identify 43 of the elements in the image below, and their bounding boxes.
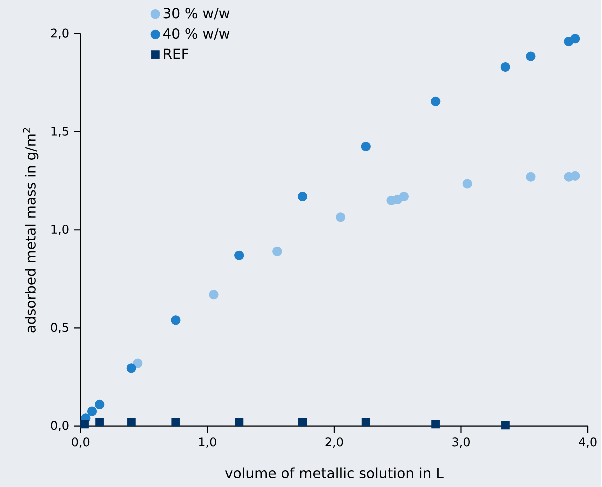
point (500, 62, 510, 72)
y-tick-label: 0,0 (51, 421, 69, 432)
point (336, 212, 346, 222)
y-tick-label: 2,0 (51, 28, 69, 39)
point (96, 418, 104, 427)
legend-label: 30 % w/w (164, 8, 230, 20)
point (462, 179, 472, 189)
x-tick-label: 0,0 (72, 438, 90, 448)
point (362, 418, 370, 427)
point (172, 418, 180, 427)
point (361, 142, 371, 152)
point (126, 364, 136, 374)
point (431, 96, 441, 106)
y-tick-label: 1,0 (52, 224, 69, 236)
point (80, 420, 89, 428)
point (209, 290, 219, 300)
x-tick-label: 2,0 (326, 438, 344, 448)
point (87, 406, 98, 416)
point (526, 52, 536, 62)
point (272, 246, 282, 256)
x-tick-label: 1,0 (199, 438, 216, 448)
point (399, 192, 409, 202)
point (570, 34, 580, 44)
point (298, 192, 308, 202)
x-tick-label: 4,0 (579, 438, 597, 448)
legend-label: 40 % w/w (163, 28, 230, 40)
y-tick-label: 0,5 (51, 322, 68, 334)
point (526, 172, 536, 182)
point (127, 418, 136, 427)
point (235, 418, 244, 427)
point (133, 358, 143, 368)
x-tick-label: 3,0 (452, 438, 470, 448)
point (298, 418, 308, 427)
point (234, 250, 244, 260)
y-axis-title: adsorbed metal mass in g/m$^{2}$ (23, 128, 39, 333)
point (501, 420, 510, 430)
x-axis-title: volume of metallic solution in L (225, 468, 444, 478)
point (432, 420, 440, 428)
legend-label: REF (164, 48, 189, 59)
point (171, 315, 181, 326)
y-tick-label: 1,5 (52, 126, 68, 137)
point (570, 171, 580, 181)
point (95, 400, 105, 410)
